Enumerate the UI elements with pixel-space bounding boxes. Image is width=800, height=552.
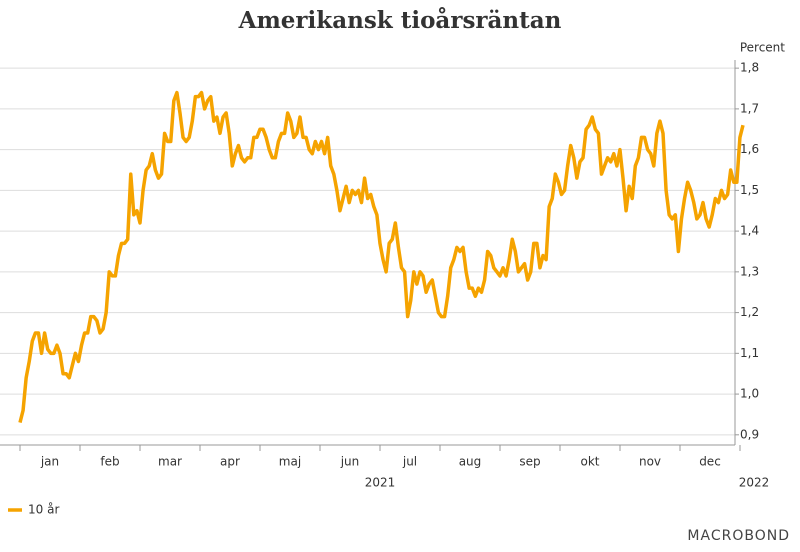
y-tick-label: 1,7 <box>740 101 759 115</box>
x-tick-label: dec <box>699 455 721 469</box>
x-tick-label: nov <box>639 455 661 469</box>
x-tick-label: jul <box>402 455 417 469</box>
series-line <box>18 90 745 424</box>
legend-label: 10 år <box>28 503 59 517</box>
x-tick-label: sep <box>519 455 540 469</box>
chart-title: Amerikansk tioårsräntan <box>238 7 562 34</box>
x-tick-label: jun <box>340 455 360 469</box>
x-tick-label: mar <box>158 455 182 469</box>
y-tick-label: 1,5 <box>740 183 759 197</box>
x-tick-label: aug <box>459 455 482 469</box>
x-tick-label: okt <box>581 455 600 469</box>
y-tick-label: 1,1 <box>740 346 759 360</box>
source-logo: MACROBOND <box>687 528 790 544</box>
y-tick-label: 1,3 <box>740 264 759 278</box>
y-axis-label: Percent <box>740 41 785 55</box>
x-tick-label: maj <box>279 455 301 469</box>
year-label: 2021 <box>365 476 396 490</box>
y-tick-label: 1,0 <box>740 387 759 401</box>
y-tick-label: 1,4 <box>740 224 759 238</box>
x-tick-label: apr <box>220 455 240 469</box>
y-tick-label: 1,6 <box>740 142 759 156</box>
x-tick-label: feb <box>100 455 119 469</box>
y-tick-label: 0,9 <box>740 427 759 441</box>
year-label: 2022 <box>739 476 770 490</box>
y-tick-label: 1,2 <box>740 305 759 319</box>
y-tick-label: 1,8 <box>740 61 759 75</box>
x-tick-label: jan <box>40 455 59 469</box>
